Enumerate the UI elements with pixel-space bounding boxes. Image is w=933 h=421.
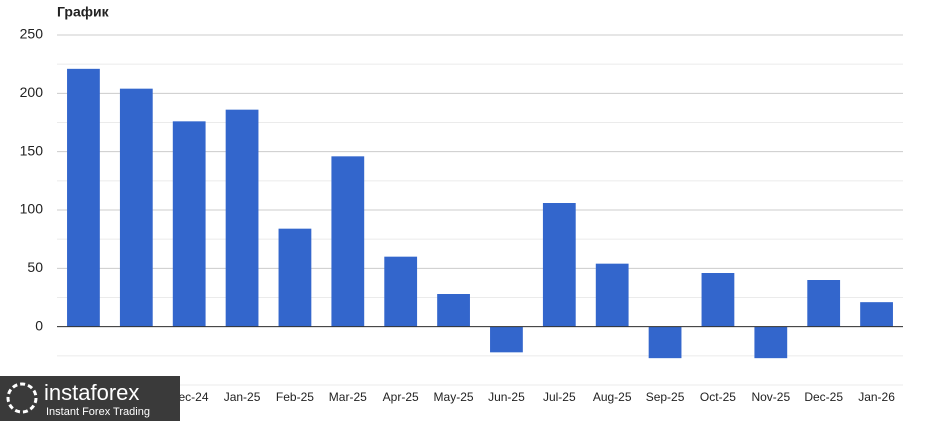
x-tick-label: Oct-25 — [700, 390, 736, 404]
y-tick-label: 200 — [20, 84, 44, 100]
watermark-bg — [0, 376, 180, 421]
bar — [67, 68, 100, 327]
bar — [225, 109, 259, 327]
watermark-brand: instaforex — [44, 380, 139, 405]
bar — [542, 203, 576, 327]
x-tick-label: Jan-25 — [224, 390, 261, 404]
x-tick-label: Jun-25 — [488, 390, 525, 404]
bar — [490, 326, 523, 353]
bar — [648, 326, 682, 359]
y-tick-label: 150 — [20, 142, 44, 158]
x-tick-label: May-25 — [434, 390, 474, 404]
bar — [172, 121, 206, 327]
bar — [595, 263, 629, 327]
chart-title: График — [57, 4, 110, 20]
watermark-tagline: Instant Forex Trading — [46, 406, 150, 418]
bar — [119, 88, 153, 327]
bar — [437, 294, 470, 327]
y-tick-label: 50 — [27, 259, 43, 275]
x-tick-label: Apr-25 — [383, 390, 419, 404]
bar — [701, 273, 735, 327]
x-tick-label: Jan-26 — [858, 390, 895, 404]
bar — [807, 280, 841, 327]
watermark-icon — [6, 382, 38, 414]
x-tick-label: Nov-25 — [751, 390, 790, 404]
bar — [754, 326, 788, 359]
bar — [860, 302, 893, 327]
y-tick-label: 0 — [35, 317, 43, 333]
x-tick-label: Jul-25 — [543, 390, 576, 404]
bar — [331, 156, 365, 327]
x-tick-label: Feb-25 — [276, 390, 314, 404]
bar — [384, 256, 418, 327]
x-tick-label: Sep-25 — [646, 390, 685, 404]
y-tick-label: 250 — [20, 26, 44, 42]
bar — [278, 228, 312, 327]
x-tick-label: Aug-25 — [593, 390, 632, 404]
x-tick-label: Mar-25 — [329, 390, 367, 404]
x-tick-label: Dec-25 — [804, 390, 843, 404]
y-tick-label: 100 — [20, 201, 44, 217]
